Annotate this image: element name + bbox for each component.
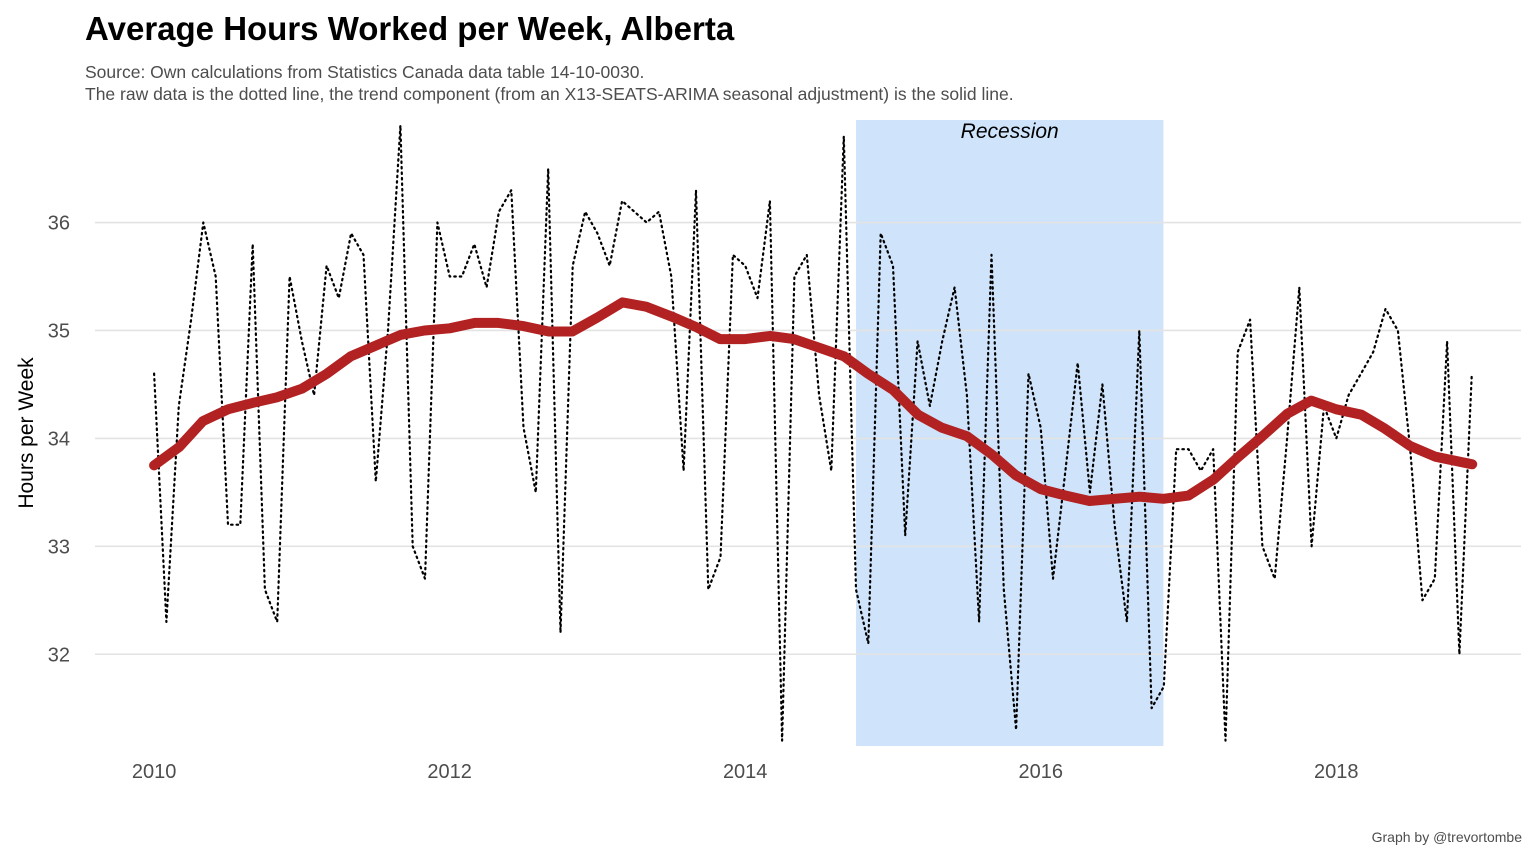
series-layer xyxy=(149,124,1478,742)
chart-caption: Graph by @trevortombe xyxy=(1371,829,1522,845)
y-tick-label: 33 xyxy=(48,536,70,558)
recession-label: Recession xyxy=(961,120,1059,143)
y-axis-title: Hours per Week xyxy=(15,357,38,509)
x-tick-label: 2014 xyxy=(723,761,768,783)
x-tick-label: 2010 xyxy=(132,761,177,783)
subtitle-line-1: Source: Own calculations from Statistics… xyxy=(85,62,645,82)
chart-subtitle: Source: Own calculations from Statistics… xyxy=(85,61,1014,105)
x-tick-label: 2018 xyxy=(1314,761,1359,783)
y-tick-label: 35 xyxy=(48,320,70,342)
subtitle-line-2: The raw data is the dotted line, the tre… xyxy=(85,84,1014,104)
recession-band-layer xyxy=(856,120,1164,746)
recession-band xyxy=(856,120,1164,746)
y-axis-ticks: 32 33 34 35 36 xyxy=(48,213,70,667)
gridlines xyxy=(95,221,1521,656)
x-axis-ticks: 2010 2012 2014 2016 2018 xyxy=(132,761,1359,783)
y-tick-label: 34 xyxy=(48,428,70,450)
x-tick-label: 2012 xyxy=(427,761,472,783)
chart-title: Average Hours Worked per Week, Alberta xyxy=(85,10,735,47)
y-tick-label: 32 xyxy=(48,644,70,666)
y-tick-label: 36 xyxy=(48,213,70,235)
x-tick-label: 2016 xyxy=(1018,761,1063,783)
trend-line xyxy=(149,297,1478,506)
raw-data-line xyxy=(153,124,1473,742)
